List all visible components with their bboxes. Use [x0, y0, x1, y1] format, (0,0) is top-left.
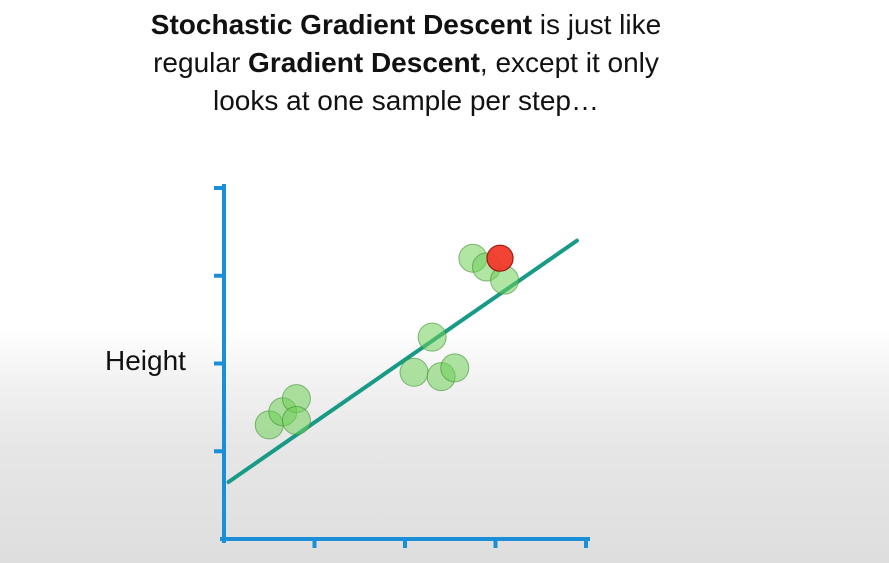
fit-line-group [226, 238, 579, 484]
y-axis-label: Height [105, 345, 186, 376]
data-point-5 [417, 322, 447, 352]
caption: Stochastic Gradient Descent is just like… [0, 6, 812, 120]
caption-term-sgd: Stochastic Gradient Descent [150, 9, 533, 40]
points-group [254, 243, 520, 440]
data-point-6 [399, 357, 429, 387]
highlighted-sample-point [486, 244, 514, 272]
caption-line-2: regular Gradient Descent, except it only [0, 44, 812, 82]
data-point-4 [281, 406, 311, 436]
caption-text-2a: regular [153, 47, 249, 78]
regression-line [226, 238, 579, 484]
caption-line-1: Stochastic Gradient Descent is just like [0, 6, 812, 44]
caption-text-1: is just like [532, 9, 662, 40]
caption-line-3: looks at one sample per step… [213, 85, 599, 116]
caption-text-2b: , except it only [479, 47, 659, 78]
data-point-8 [440, 353, 470, 383]
caption-term-gd: Gradient Descent [248, 47, 480, 78]
axes [214, 184, 590, 548]
